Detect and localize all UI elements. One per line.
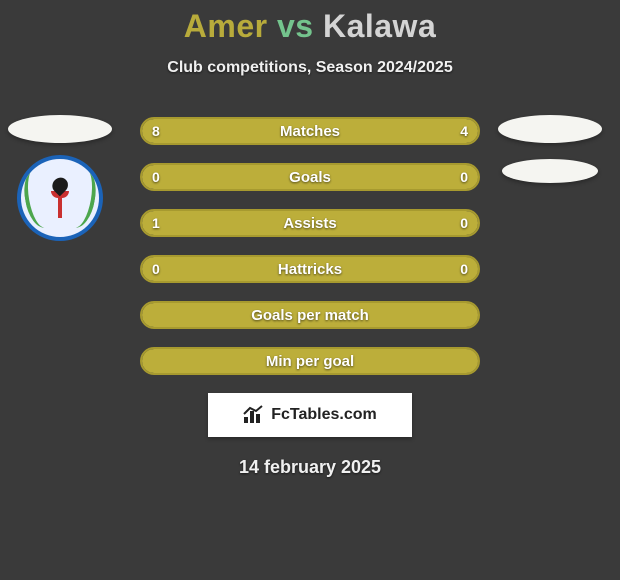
stat-bar-right-value: 0 — [460, 165, 468, 189]
player2-club-placeholder — [502, 159, 598, 183]
player1-silhouette-placeholder — [8, 115, 112, 143]
title-player1: Amer — [184, 8, 268, 44]
stat-bar-left-value: 0 — [152, 257, 160, 281]
comparison-bars: Matches84Goals00Assists10Hattricks00Goal… — [140, 117, 480, 375]
branding-label: FcTables.com — [271, 406, 377, 424]
right-player-column — [500, 115, 600, 183]
player2-silhouette-placeholder — [498, 115, 602, 143]
comparison-stage: Matches84Goals00Assists10Hattricks00Goal… — [0, 117, 620, 375]
player1-club-logo — [17, 155, 103, 241]
infographic-root: Amer vs Kalawa Club competitions, Season… — [0, 0, 620, 580]
bar-chart-icon — [243, 405, 265, 425]
branding-badge: FcTables.com — [208, 393, 412, 437]
stat-bar: Goals per match — [140, 301, 480, 329]
stat-bar: Matches8 4 — [140, 117, 480, 145]
stat-bar-label: Assists — [142, 211, 478, 235]
stat-bar-label: Min per goal — [142, 349, 478, 373]
date-text: 14 february 2025 — [0, 457, 620, 478]
stat-bar-label: Matches — [142, 119, 478, 143]
stat-bar-right-value: 0 — [460, 211, 468, 235]
stat-bar-left-value: 1 — [152, 211, 160, 235]
stat-bar: Hattricks0 0 — [140, 255, 480, 283]
title-player2: Kalawa — [323, 8, 436, 44]
stat-bar: Goals0 0 — [140, 163, 480, 191]
subtitle: Club competitions, Season 2024/2025 — [0, 59, 620, 77]
torch-stick-icon — [58, 198, 62, 218]
torch-icon — [53, 178, 67, 218]
stat-bar: Min per goal — [140, 347, 480, 375]
stat-bar-left-value: 0 — [152, 165, 160, 189]
stat-bar-label: Hattricks — [142, 257, 478, 281]
title-vs: vs — [277, 8, 314, 44]
page-title: Amer vs Kalawa — [0, 8, 620, 45]
stat-bar-label: Goals per match — [142, 303, 478, 327]
left-player-column — [8, 115, 112, 241]
stat-bar-label: Goals — [142, 165, 478, 189]
stat-bar-right-value: 4 — [460, 119, 468, 143]
stat-bar-right-value: 0 — [460, 257, 468, 281]
stat-bar-left-value: 8 — [152, 119, 160, 143]
stat-bar: Assists1 0 — [140, 209, 480, 237]
